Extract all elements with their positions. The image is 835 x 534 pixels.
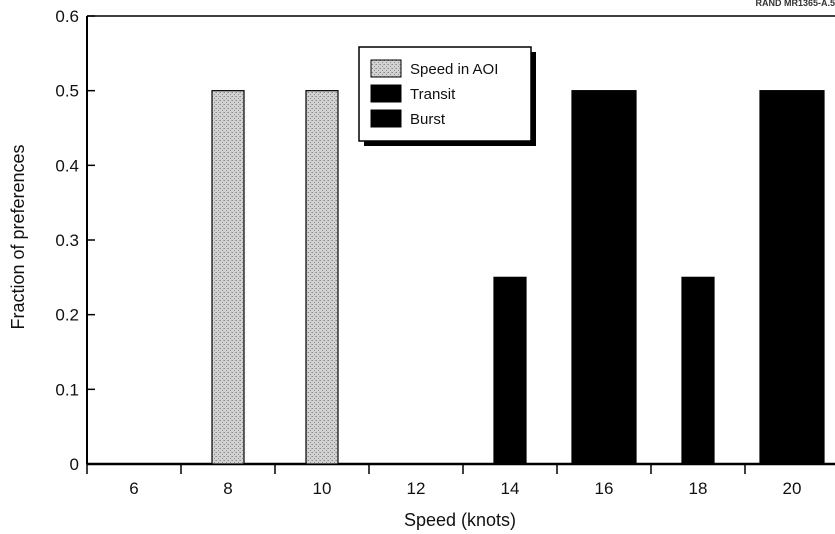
corner-text: RAND MR1365-A.5	[755, 0, 835, 8]
legend-swatch-speed-in-aoi	[370, 59, 402, 78]
bar-speed-in-aoi-8	[211, 90, 245, 465]
x-tick-label: 14	[501, 479, 520, 498]
bar-transit-20	[759, 90, 825, 465]
y-tick-label: 0	[70, 455, 79, 474]
y-tick-label: 0.6	[55, 7, 79, 26]
x-tick-label: 6	[129, 479, 138, 498]
bar-transit-18	[681, 276, 715, 465]
legend-swatch-burst	[370, 109, 402, 128]
legend: Speed in AOI Transit Burst	[358, 46, 536, 146]
x-tick-label: 8	[223, 479, 232, 498]
y-tick-label: 0.3	[55, 231, 79, 250]
legend-label-transit: Transit	[410, 86, 456, 103]
legend-swatch-transit	[370, 84, 402, 103]
bar-transit-14	[493, 276, 527, 465]
bars	[211, 90, 825, 465]
x-tick-label: 18	[689, 479, 708, 498]
bar-transit-16	[571, 90, 637, 465]
legend-label-burst: Burst	[410, 111, 446, 128]
y-tick-label: 0.4	[55, 156, 79, 175]
y-tick-label: 0.1	[55, 380, 79, 399]
bar-speed-in-aoi-10	[305, 90, 339, 465]
y-tick-label: 0.5	[55, 82, 79, 101]
y-axis-title: Fraction of preferences	[8, 144, 28, 329]
x-tick-label: 12	[407, 479, 426, 498]
x-tick-label: 16	[595, 479, 614, 498]
x-tick-label: 10	[313, 479, 332, 498]
x-tick-label: 20	[783, 479, 802, 498]
y-tick-label: 0.2	[55, 306, 79, 325]
x-axis-title: Speed (knots)	[404, 510, 516, 530]
legend-label-speed-in-aoi: Speed in AOI	[410, 61, 498, 78]
